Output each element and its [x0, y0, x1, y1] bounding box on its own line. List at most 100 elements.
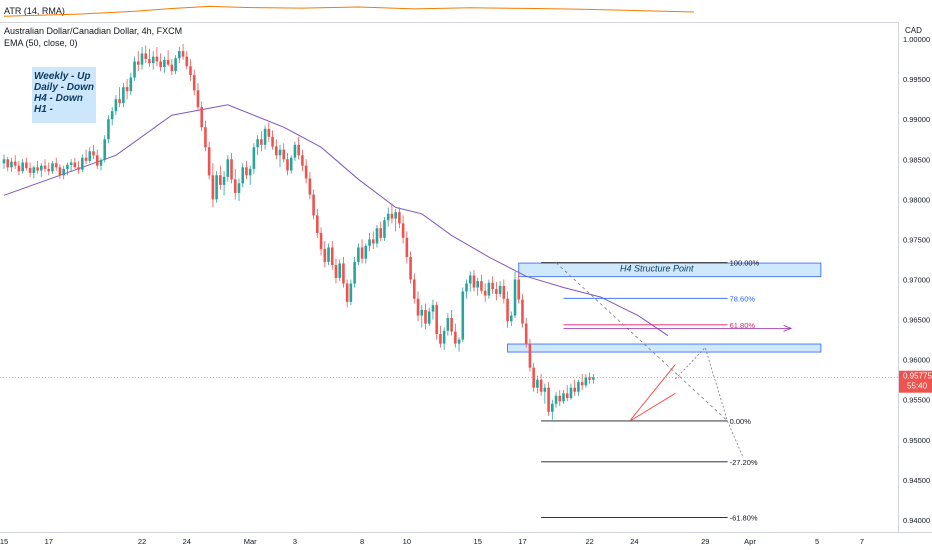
candle — [136, 51, 140, 72]
candle-body — [192, 75, 196, 91]
price-tick-label: 0.94500 — [903, 476, 930, 485]
price-tick-label: 0.95500 — [903, 396, 930, 405]
candle-body — [439, 334, 442, 344]
candle-body — [551, 403, 554, 412]
candle-body — [174, 58, 177, 72]
candle — [409, 251, 412, 284]
candle — [465, 279, 468, 299]
candle — [442, 327, 446, 351]
candle — [248, 165, 252, 185]
candle-body — [454, 331, 457, 344]
candle-body — [51, 163, 54, 172]
candle-body — [226, 159, 230, 177]
candle-body — [274, 146, 278, 156]
candle-body — [219, 175, 222, 185]
candle-body — [54, 163, 58, 168]
candle-body — [558, 395, 562, 402]
candle-body — [562, 393, 565, 402]
candle — [286, 152, 289, 176]
fib-label-1: 78.60% — [730, 294, 756, 303]
candle — [110, 107, 114, 126]
candle — [304, 159, 308, 184]
candle — [170, 59, 174, 76]
candle — [260, 131, 263, 152]
candle-body — [189, 66, 192, 76]
time-axis[interactable]: 15 17 22 24 Mar 3 8 10 15 17 22 24 29 Apr 5 7 — [0, 532, 932, 547]
candle-body — [472, 275, 476, 288]
candle-body — [222, 176, 226, 185]
candle-body — [588, 377, 591, 380]
candle — [301, 149, 304, 172]
candle — [360, 239, 364, 264]
candle — [554, 391, 558, 408]
candle — [524, 317, 528, 348]
candle — [308, 172, 312, 200]
structure-zone-1 — [507, 343, 822, 353]
price-tick-label: 0.97500 — [903, 235, 930, 244]
currency-label: CAD — [905, 26, 922, 35]
candle — [480, 274, 483, 294]
time-tick-label: Apr — [744, 537, 756, 546]
candle — [353, 257, 356, 288]
candle-body — [62, 168, 65, 176]
candle-body — [573, 387, 576, 392]
candle — [345, 279, 349, 308]
symbol-title[interactable]: Australian Dollar/Canadian Dollar, 4h, F… — [4, 26, 182, 36]
candle — [200, 101, 203, 132]
candle-body — [398, 212, 401, 224]
time-tick-label: 15 — [474, 537, 482, 546]
candle — [151, 51, 155, 70]
candle — [274, 139, 278, 160]
candle — [573, 379, 576, 396]
price-tick-label: 0.99000 — [903, 115, 930, 124]
candle — [103, 135, 107, 163]
candle — [2, 154, 6, 169]
candle-body — [43, 165, 47, 169]
candle-body — [88, 151, 92, 161]
drawings — [563, 325, 793, 457]
candle-body — [40, 165, 43, 171]
candle-body — [289, 157, 293, 171]
candle — [267, 122, 271, 142]
candle — [424, 303, 427, 330]
candle-body — [25, 162, 28, 169]
candle-body — [170, 64, 174, 72]
candle-body — [196, 90, 200, 108]
candle-body — [245, 167, 248, 176]
candle-body — [517, 279, 521, 300]
candle-body — [312, 194, 315, 216]
candle — [405, 231, 409, 264]
candle — [125, 79, 129, 100]
candle-body — [368, 239, 371, 246]
candle-body — [424, 309, 427, 324]
candle-body — [36, 167, 39, 171]
candle-body — [286, 159, 289, 171]
ema-indicator-legend[interactable]: EMA (50, close, 0) — [4, 38, 78, 48]
candle-body — [524, 323, 528, 344]
candle-body — [252, 147, 256, 169]
candle — [84, 149, 88, 165]
candle-body — [163, 59, 166, 68]
bias-line-weekly: Weekly - Up — [34, 71, 91, 82]
candle-body — [513, 279, 517, 316]
candle-body — [386, 213, 390, 221]
candle — [394, 208, 397, 232]
candle-body — [554, 395, 558, 404]
price-tick-label: 0.98500 — [903, 155, 930, 164]
time-tick-label: 24 — [183, 537, 191, 546]
price-axis[interactable]: CAD 1.00000 0.99500 0.99000 0.98500 0.98000 0… — [898, 22, 932, 532]
candle-body — [316, 215, 319, 234]
candle-body — [47, 168, 51, 172]
candle — [129, 72, 133, 96]
candle — [536, 375, 539, 394]
candle-body — [327, 247, 330, 262]
candle-body — [204, 127, 207, 148]
candle — [521, 293, 524, 328]
candle — [99, 157, 103, 171]
candle — [77, 160, 80, 174]
main-pane[interactable]: H4 Structure Point 100.00% 78.60% 61.80% 0.… — [2, 43, 822, 523]
candle-body — [256, 139, 259, 148]
candle-body — [416, 298, 420, 316]
candle — [558, 390, 562, 407]
